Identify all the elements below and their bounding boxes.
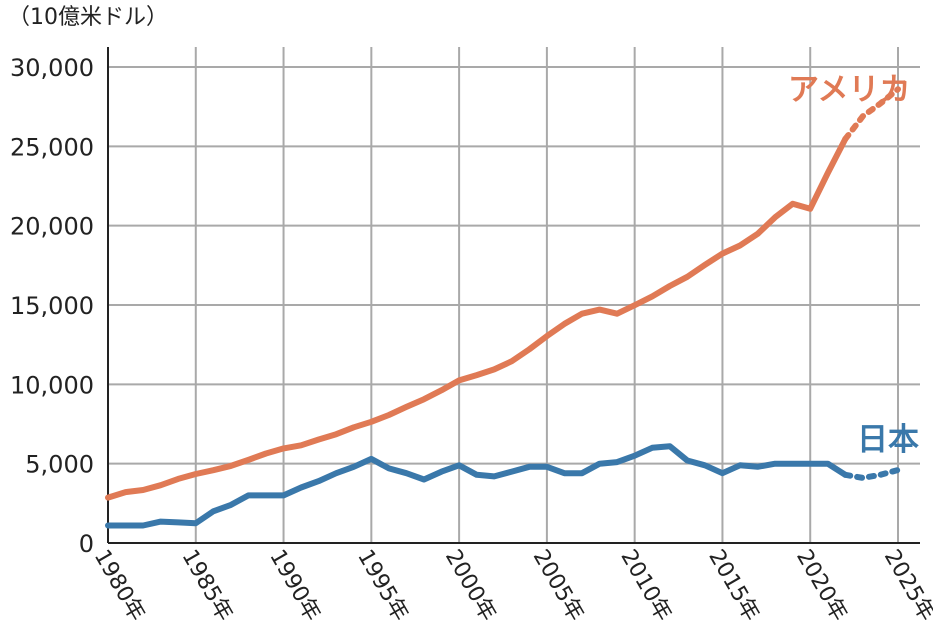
x-tick-label: 1990年 — [264, 546, 325, 626]
x-tick-label: 2000年 — [440, 546, 501, 626]
x-tick-label: 1995年 — [352, 546, 413, 626]
x-tick-label: 2025年 — [879, 546, 933, 626]
y-tick-label: 30,000 — [10, 54, 94, 82]
series-line-japan — [105, 443, 849, 529]
y-unit-label: （10億米ドル） — [8, 5, 168, 30]
x-tick-label: 2010年 — [615, 546, 676, 626]
x-tick-label: 1985年 — [177, 546, 238, 626]
y-tick-label: 20,000 — [10, 213, 94, 241]
x-tick-label: 2015年 — [703, 546, 764, 626]
y-tick-label: 15,000 — [10, 292, 94, 320]
series-line-usa — [105, 136, 849, 501]
x-tick-label: 1980年 — [89, 546, 150, 626]
series-projection-usa — [842, 86, 901, 142]
y-tick-label: 5,000 — [25, 451, 94, 479]
y-tick-label: 25,000 — [10, 133, 94, 161]
grid — [107, 47, 920, 543]
x-tick-label: 2005年 — [528, 546, 589, 626]
x-tick-label: 2020年 — [791, 546, 852, 626]
series — [105, 86, 901, 529]
series-label-japan: 日本 — [857, 422, 919, 458]
axes: 0 5,000 10,000 15,000 20,000 25,000 30,000 1980… — [10, 47, 933, 626]
y-tick-label: 10,000 — [10, 371, 94, 399]
series-label-usa: アメリカ — [788, 72, 910, 108]
series-projection-japan — [842, 467, 901, 481]
y-tick-label: 0 — [79, 530, 94, 558]
